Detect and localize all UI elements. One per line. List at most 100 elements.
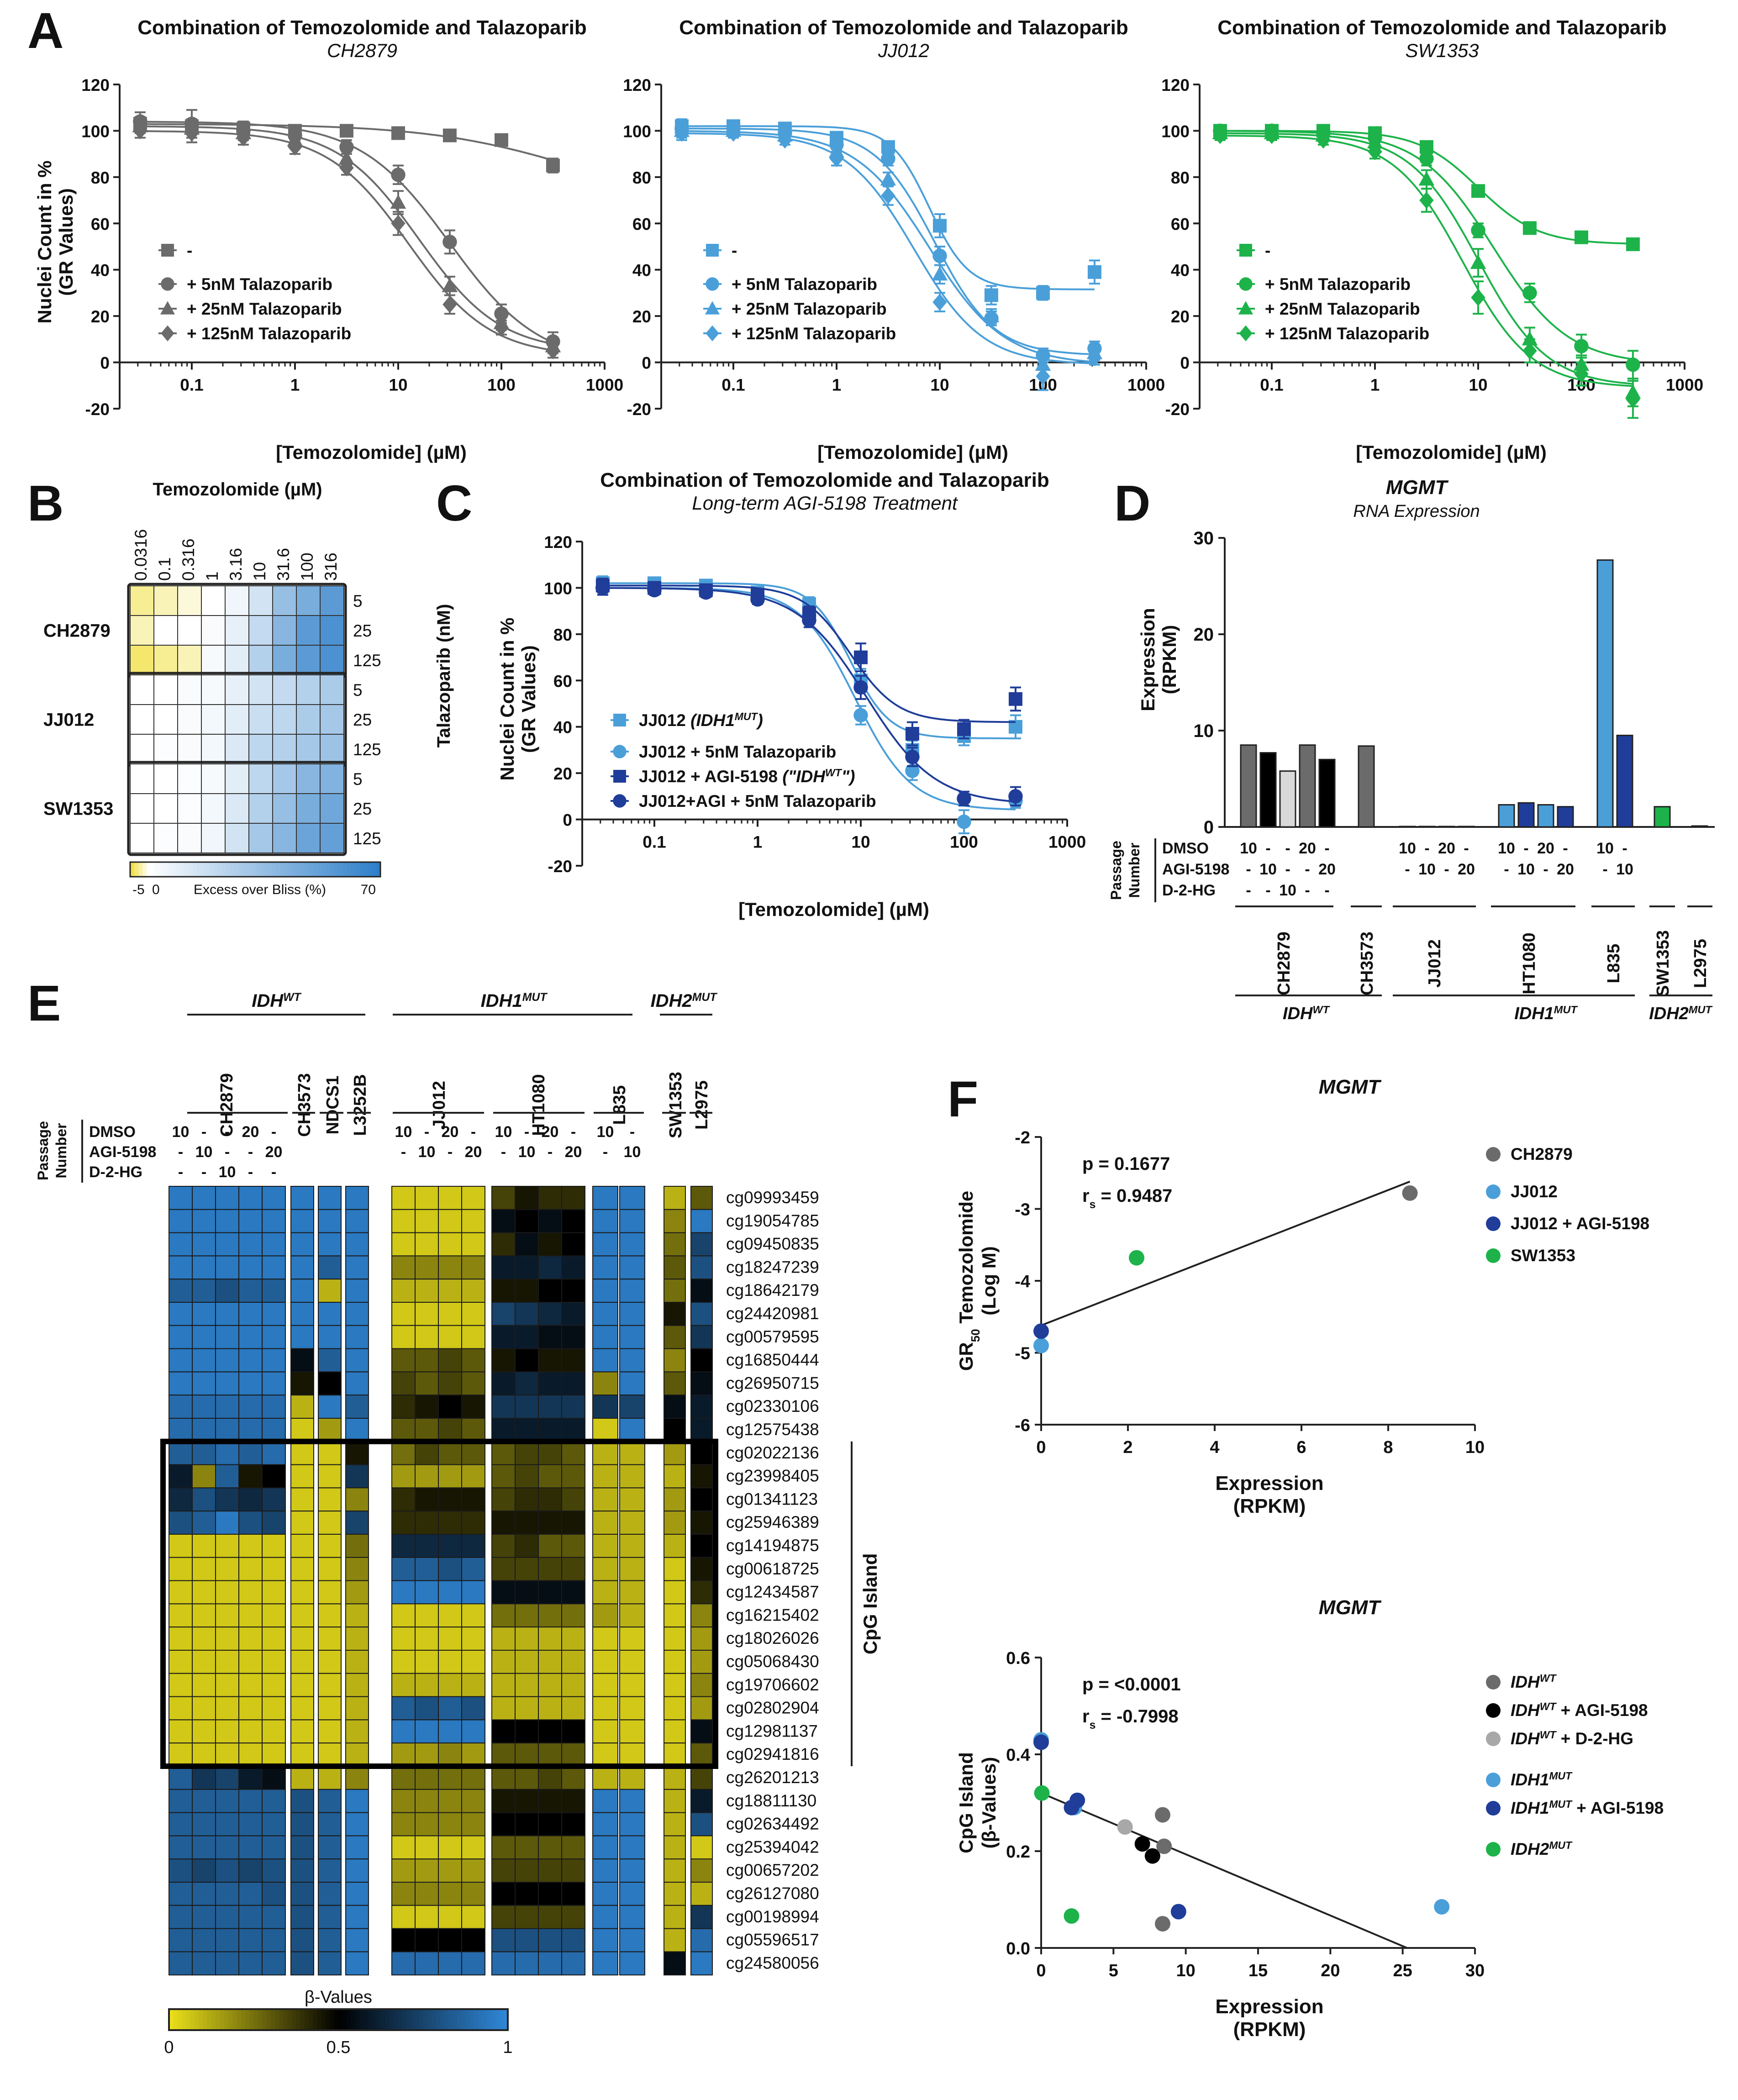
methylation-cell: [391, 1302, 416, 1326]
methylation-cell: [690, 1487, 713, 1512]
methylation-cell: [192, 1302, 216, 1326]
methylation-cell: [664, 1696, 686, 1721]
methylation-cell: [345, 1742, 369, 1767]
marker-circle: [161, 277, 174, 291]
colorbar-segment: [309, 2009, 314, 2030]
colorbar-segment: [326, 862, 331, 877]
methylation-cell: [461, 1626, 485, 1651]
y-tick-label: -6: [1015, 1416, 1030, 1435]
y-tick-label: 40: [91, 261, 110, 280]
x-tick-label: 10: [389, 376, 407, 395]
cell-line-label: CH2879: [1275, 932, 1294, 995]
methylation-cell: [345, 1858, 369, 1883]
legend-label: CH2879: [1511, 1145, 1573, 1163]
heatmap-cell: [153, 585, 178, 616]
x-tick-label: 8: [1383, 1438, 1393, 1457]
text-segment: IDH1: [1511, 1799, 1549, 1817]
methylation-cell: [438, 1858, 462, 1883]
methylation-cell: [561, 1766, 585, 1790]
marker-diamond: [1574, 365, 1589, 383]
text-segment: s: [1090, 1719, 1096, 1732]
methylation-cell: [290, 1418, 314, 1442]
bar: [1557, 806, 1574, 828]
heatmap-cell: [248, 763, 273, 794]
bar-treatment-dmso: -: [1324, 840, 1329, 857]
text-segment: MUT: [735, 711, 758, 722]
methylation-cell: [318, 1766, 342, 1790]
marker-circle: [706, 277, 719, 291]
fit-curve: [681, 127, 1095, 355]
methylation-cell: [192, 1255, 216, 1280]
colorbar-segment: [304, 2009, 310, 2030]
methylation-cell: [192, 1348, 216, 1373]
colorbar-segment: [330, 2009, 335, 2030]
methylation-cell: [438, 1487, 462, 1512]
methylation-cell: [538, 1534, 562, 1558]
methylation-cell: [215, 1766, 239, 1790]
colorbar-segment: [495, 2009, 500, 2030]
marker-circle: [613, 745, 627, 758]
marker-circle: [339, 140, 354, 154]
methylation-cell: [491, 1650, 516, 1674]
methylation-cell: [192, 1511, 216, 1535]
methylation-cell: [215, 1928, 239, 1953]
bar-treatment-dmso: -: [1265, 840, 1270, 857]
methylation-cell: [192, 1418, 216, 1442]
methylation-cell: [262, 1882, 286, 1906]
colorbar-segment: [280, 862, 285, 877]
methylation-cell: [391, 1371, 416, 1396]
marker-diamond: [829, 150, 844, 168]
x-tick-label: 10: [930, 376, 949, 395]
methylation-cell: [238, 1395, 263, 1419]
methylation-cell: [238, 1905, 263, 1929]
methylation-cell: [345, 1650, 369, 1674]
methylation-cell: [592, 1742, 618, 1767]
methylation-cell: [561, 1951, 585, 1976]
methylation-cell: [538, 1951, 562, 1976]
methylation-cell: [192, 1766, 216, 1790]
methylation-cell: [619, 1464, 645, 1489]
methylation-cell: [538, 1673, 562, 1697]
methylation-cell: [664, 1650, 686, 1674]
methylation-cell: [345, 1464, 369, 1489]
chart-title: Combination of Temozolomide and Talazopa…: [679, 16, 1128, 39]
methylation-cell: [538, 1603, 562, 1628]
methylation-cell: [538, 1232, 562, 1257]
bar-treatment-dmso: -: [1424, 840, 1429, 857]
methylation-cell: [619, 1905, 645, 1929]
methylation-cell: [538, 1557, 562, 1581]
methylation-cell: [538, 1371, 562, 1396]
methylation-cell: [538, 1511, 562, 1535]
colorbar-segment: [180, 862, 185, 877]
fit-curve: [681, 132, 1095, 364]
methylation-cell: [515, 1766, 539, 1790]
methylation-cell: [345, 1835, 369, 1860]
x-tick-label: 10: [851, 833, 870, 852]
methylation-cell: [561, 1511, 585, 1535]
colorbar-segment: [482, 2009, 487, 2030]
y-tick-label: 100: [544, 579, 572, 598]
methylation-cell: [538, 1302, 562, 1326]
cell-line-label: JJ012: [430, 1081, 449, 1129]
methylation-cell: [290, 1789, 314, 1813]
x-tick-label: 15: [1248, 1961, 1268, 1980]
y-axis-label: Expression: [1137, 608, 1159, 711]
colorbar-segment: [301, 862, 306, 877]
y-tick-label: -5: [1015, 1344, 1030, 1363]
methylation-cell: [290, 1951, 314, 1976]
methylation-cell: [592, 1348, 618, 1373]
text-segment: WT: [283, 991, 301, 1004]
methylation-cell: [318, 1395, 342, 1419]
legend-marker: [1486, 1216, 1501, 1231]
methylation-cell: [169, 1371, 193, 1396]
heatmap-cell: [296, 615, 321, 646]
legend-label: IDHWT: [1511, 1672, 1557, 1691]
colorbar-segment: [284, 862, 290, 877]
colorbar-segment: [397, 2009, 403, 2030]
methylation-cell: [619, 1626, 645, 1651]
heatmap-cell: [201, 615, 226, 646]
scatter-point: [1155, 1807, 1170, 1823]
colorbar-segment: [372, 862, 377, 877]
methylation-cell: [318, 1626, 342, 1651]
methylation-cell: [192, 1812, 216, 1837]
